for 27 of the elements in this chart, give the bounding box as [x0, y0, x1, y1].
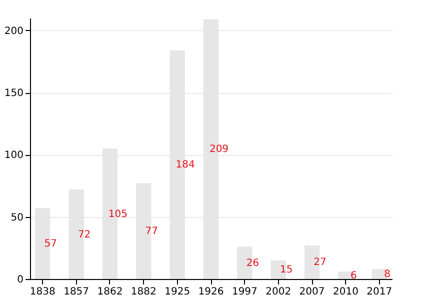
x-tick-label: 1857	[64, 286, 90, 298]
data-label: 77	[145, 226, 158, 238]
y-tick-label: 150	[4, 88, 24, 100]
x-tick-label: 2010	[332, 286, 358, 298]
x-tick-label: 1862	[97, 286, 123, 298]
y-tick-label: 100	[4, 150, 24, 162]
data-label: 27	[314, 257, 326, 268]
data-label: 57	[44, 238, 57, 250]
data-label: 72	[78, 229, 91, 240]
data-label: 6	[350, 270, 357, 282]
x-tick-label: 1838	[30, 286, 56, 298]
y-tick-label: 50	[10, 212, 24, 224]
x-tick-label: 1925	[164, 286, 190, 298]
x-tick-label: 2002	[266, 286, 292, 298]
x-tick-label: 1997	[232, 286, 258, 298]
y-tick-label: 200	[4, 26, 24, 37]
x-tick-label: 2017	[366, 286, 392, 298]
data-label: 8	[384, 269, 391, 280]
y-tick-label: 0	[17, 274, 24, 286]
data-label: 184	[176, 160, 195, 171]
data-label: 26	[246, 258, 260, 269]
x-tick-label: 2007	[299, 286, 325, 298]
x-tick-label: 1926	[198, 286, 224, 298]
data-label: 105	[108, 208, 128, 220]
x-tick-label: 1882	[130, 286, 156, 298]
data-label: 15	[280, 264, 293, 276]
data-label: 209	[209, 144, 229, 156]
